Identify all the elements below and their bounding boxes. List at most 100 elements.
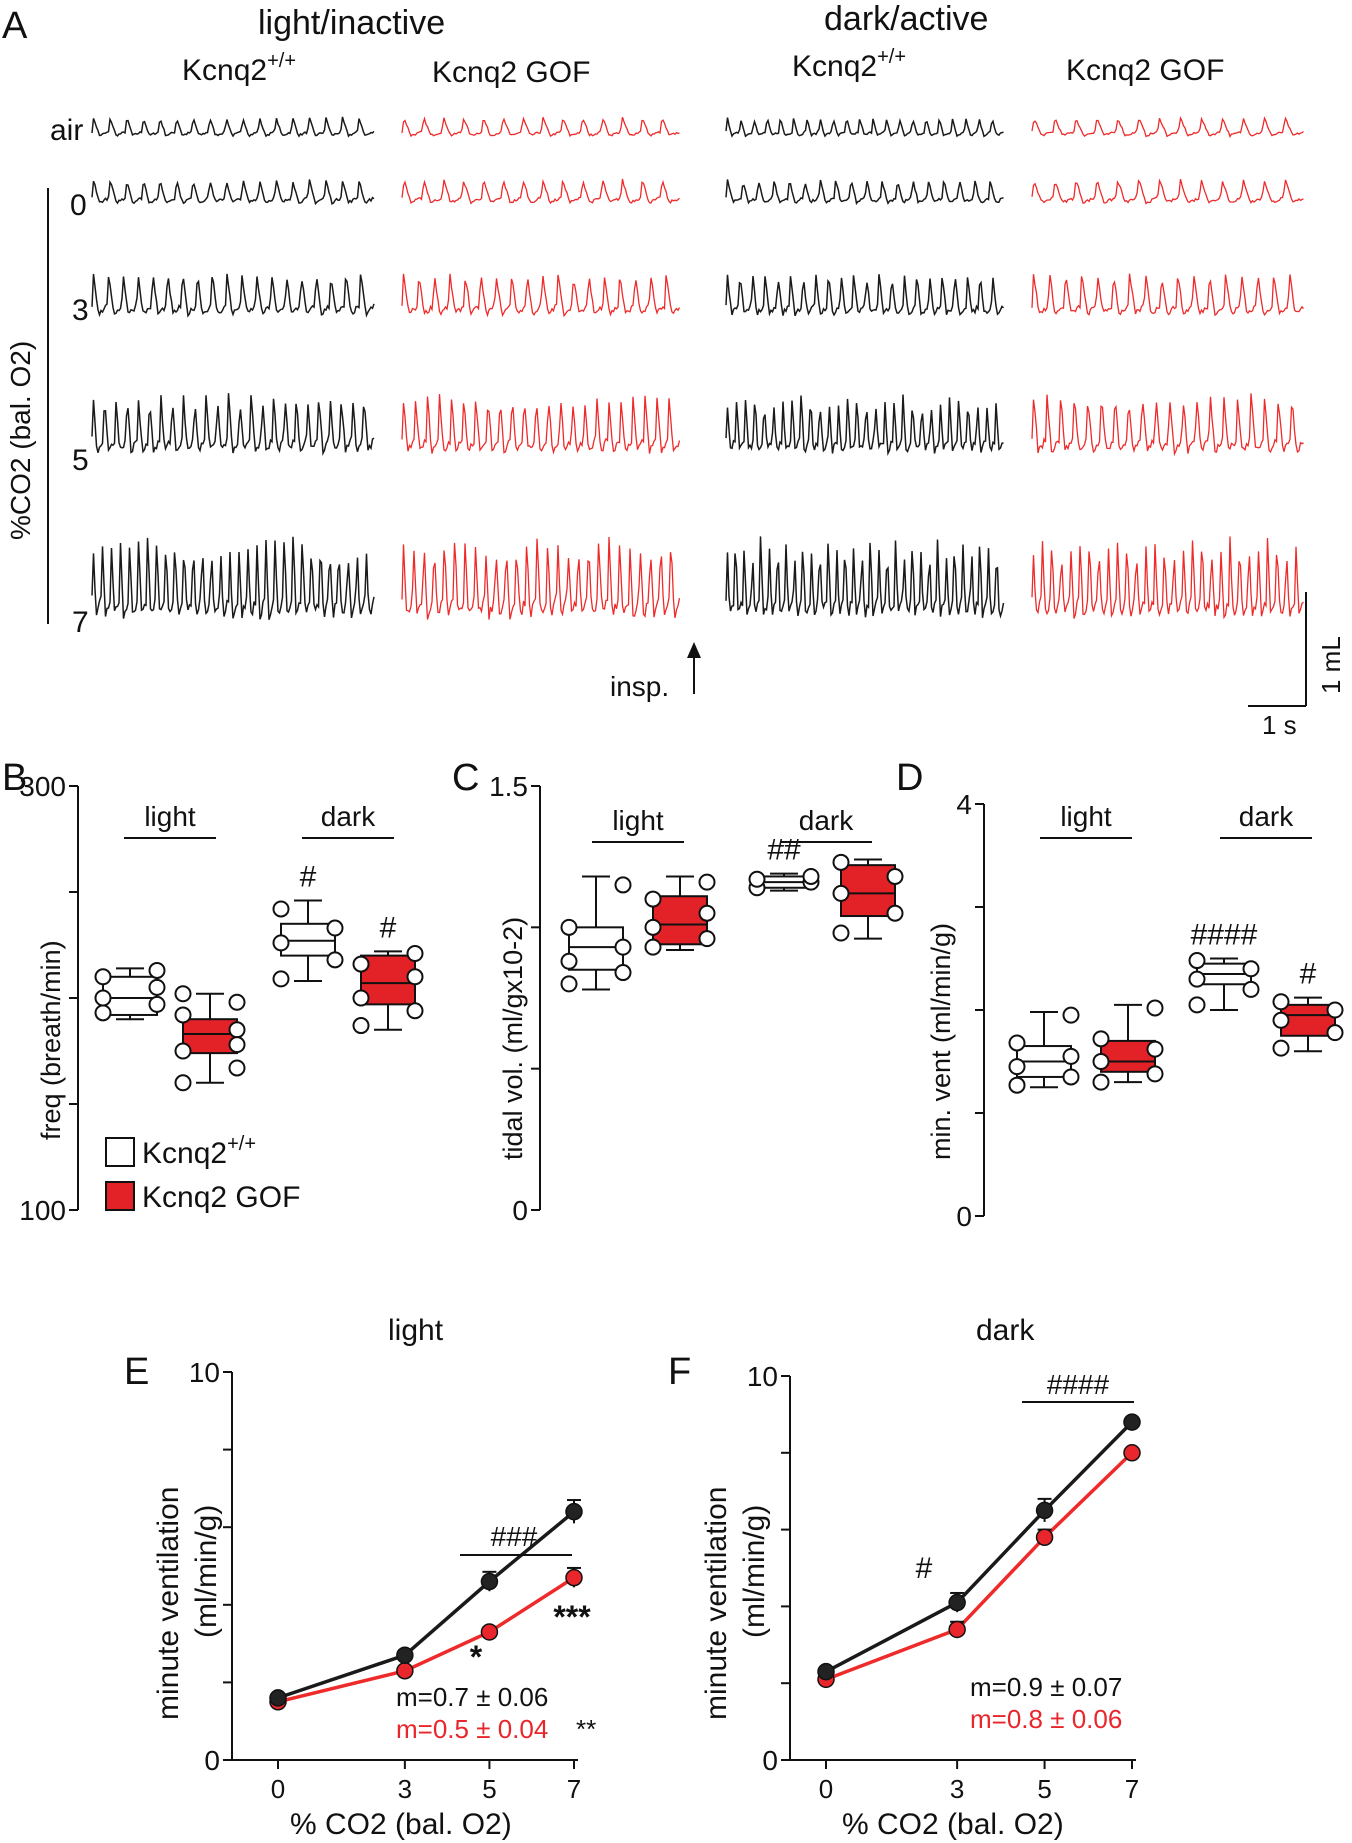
point-b-light-wt	[148, 961, 166, 979]
slope-label-e-wt: m=0.7 ± 0.06	[396, 1682, 548, 1712]
point-d-light-gof	[1092, 1053, 1110, 1070]
y-tick-label-c-top: 1.5	[489, 771, 528, 802]
point-b-dark-wt	[272, 900, 290, 918]
y-tick-label-e-top: 10	[189, 1357, 220, 1388]
point-d-dark-wt	[1188, 970, 1206, 988]
group-label-d-light: light	[1060, 801, 1112, 832]
point-b-dark-gof	[406, 1002, 424, 1020]
point-d-light-gof	[1146, 1065, 1164, 1083]
point-b-dark-wt	[272, 934, 290, 952]
box-d-light-gof	[1100, 1039, 1156, 1073]
breathing-traces	[91, 116, 1304, 620]
panel-e: E light minute ventilation (ml/min/g) % …	[124, 1314, 596, 1841]
x-tick-label-e-7: 7	[567, 1774, 581, 1804]
point-b-light-wt	[94, 989, 112, 1007]
y-tick-label-c-bottom: 0	[512, 1195, 528, 1226]
slope-label-f-wt: m=0.9 ± 0.07	[970, 1672, 1122, 1702]
x-tick-label-f-7: 7	[1125, 1774, 1139, 1804]
point-c-light-wt	[560, 918, 578, 936]
y-tick-label-e-bottom: 0	[204, 1745, 220, 1776]
point-b-light-wt	[94, 968, 112, 986]
point-b-dark-gof	[352, 955, 370, 973]
slope-sig-e-gof: **	[576, 1714, 596, 1744]
trace-gof-dark-co2-air	[1031, 116, 1304, 139]
x-tick-label-f-3: 3	[950, 1774, 964, 1804]
point-b-dark-gof	[352, 1017, 370, 1035]
point-c-dark-wt	[748, 870, 766, 888]
data-point-e-gof	[480, 1623, 499, 1641]
data-point-e-wt	[269, 1689, 287, 1707]
trace-wt-dark-co2-0	[725, 179, 1004, 206]
point-d-light-gof	[1146, 1040, 1164, 1058]
trace-gof-light-co2-air	[401, 116, 680, 138]
point-b-dark-gof	[406, 944, 424, 962]
axis-title-f-units: (ml/min/g)	[738, 1505, 771, 1638]
group-label-b-dark: dark	[321, 801, 376, 832]
dark-active-title: dark/active	[824, 0, 988, 38]
legend: Kcnq2+/+ Kcnq2 GOF	[105, 1133, 300, 1214]
data-point-f-gof	[1123, 1444, 1141, 1462]
point-c-light-gof	[644, 918, 662, 936]
data-point-f-gof	[948, 1620, 966, 1639]
scale-bar	[1248, 592, 1307, 707]
point-b-dark-wt	[326, 919, 344, 937]
y-tick-label-d-top: 4	[956, 789, 972, 820]
y-tick-label-f-top: 10	[747, 1361, 778, 1392]
panel-letter-f: F	[668, 1351, 691, 1393]
point-b-light-gof	[228, 1021, 246, 1039]
box-c-light-wt	[568, 926, 624, 971]
point-c-dark-gof	[886, 867, 904, 885]
chart-title-e: light	[388, 1314, 444, 1347]
point-b-light-wt	[94, 1004, 112, 1022]
axis-title-d: min. vent (ml/min/g)	[926, 923, 956, 1160]
point-d-dark-wt	[1188, 996, 1206, 1014]
point-c-light-wt	[614, 964, 632, 982]
x-tick-label-f-5: 5	[1037, 1774, 1051, 1804]
panel-a: A light/inactive dark/active Kcnq2+/+ Kc…	[2, 0, 1346, 740]
wt-label-dark: Kcnq2+/+	[792, 46, 906, 83]
point-b-light-wt	[148, 995, 166, 1013]
point-d-light-gof	[1092, 1073, 1110, 1091]
y-tick-label-b-top: 300	[19, 771, 66, 802]
x-tick-label-f-0: 0	[819, 1774, 833, 1804]
box-d-dark-gof	[1280, 1003, 1336, 1037]
point-b-light-gof	[174, 985, 192, 1003]
trace-gof-dark-co2-0	[1031, 178, 1304, 205]
point-d-dark-gof	[1326, 1024, 1344, 1042]
co2-axis-label: %CO2 (bal. O2)	[5, 341, 36, 540]
point-annotation-e-7: ***	[553, 1599, 591, 1635]
slope-label-f-gof: m=0.8 ± 0.06	[970, 1704, 1122, 1734]
trace-wt-light-co2-3	[91, 273, 375, 318]
trace-gof-light-co2-5	[401, 394, 681, 455]
group-label-c-dark: dark	[799, 805, 854, 836]
panel-letter-b: B	[2, 757, 27, 799]
panel-f: F dark minute ventilation (ml/min/g) % C…	[668, 1314, 1141, 1841]
point-c-light-gof	[644, 890, 662, 908]
legend-label-gof: Kcnq2 GOF	[142, 1181, 300, 1214]
point-c-dark-gof	[832, 884, 850, 902]
row-label-0: 0	[70, 189, 87, 222]
data-point-e-wt	[396, 1646, 414, 1664]
trace-gof-dark-co2-3	[1031, 273, 1304, 317]
x-tick-label-e-3: 3	[398, 1774, 412, 1804]
annotation-b-dark: #	[380, 911, 397, 944]
axis-title-e-units: (ml/min/g)	[190, 1505, 223, 1638]
point-b-dark-wt	[272, 970, 290, 988]
panel-letter-d: D	[896, 757, 923, 799]
point-d-dark-gof	[1272, 993, 1290, 1011]
y-tick-label-f-bottom: 0	[762, 1745, 778, 1776]
axis-title-c: tidal vol. (ml/gx10-2)	[498, 917, 528, 1160]
box-b-light-wt	[102, 975, 158, 1016]
point-b-dark-gof	[406, 968, 424, 986]
legend-label-wt: Kcnq2+/+	[142, 1133, 256, 1170]
data-point-e-gof	[565, 1568, 583, 1587]
trace-wt-light-co2-7	[91, 536, 375, 620]
series-line-f-wt	[825, 1420, 1134, 1674]
gof-label-dark: Kcnq2 GOF	[1066, 54, 1224, 87]
point-c-dark-wt	[802, 867, 820, 885]
data-point-f-wt	[1035, 1501, 1054, 1520]
data-point-e-wt	[565, 1502, 583, 1521]
